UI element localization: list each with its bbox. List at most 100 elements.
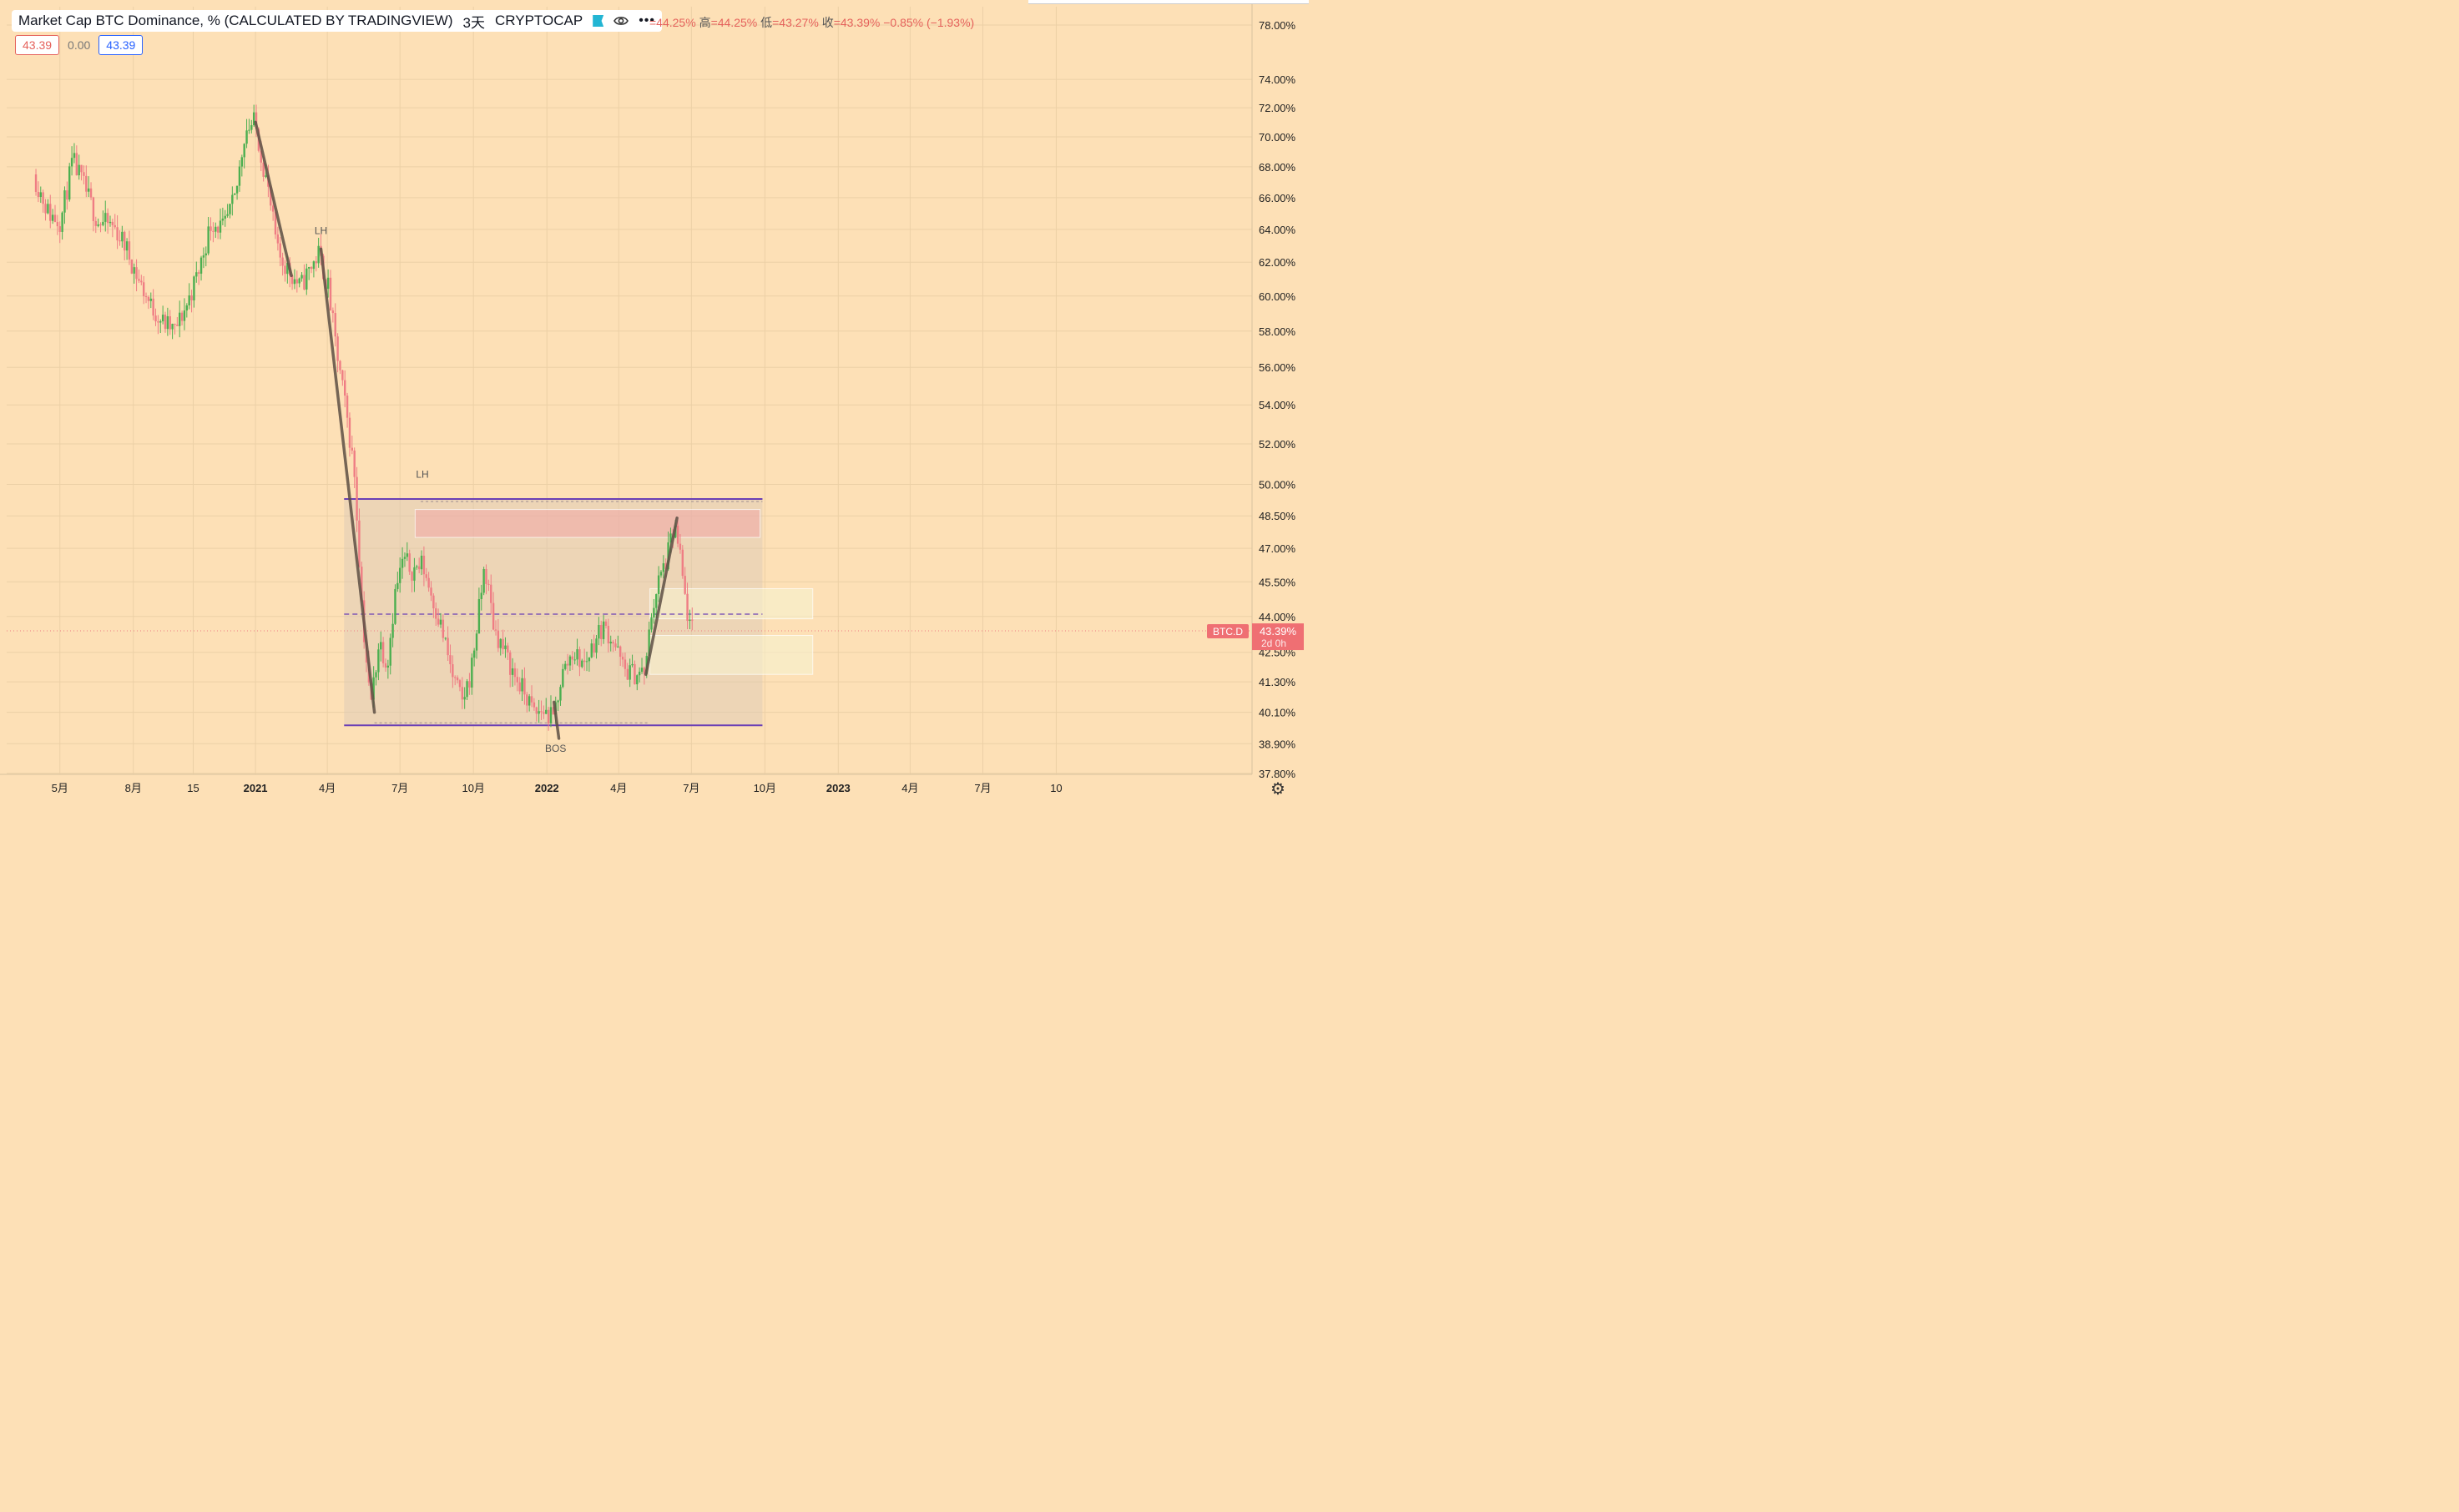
candle-body — [281, 257, 284, 266]
candle-body — [51, 214, 54, 221]
x-tick-label: 10月 — [462, 782, 484, 794]
more-icon[interactable]: ••• — [639, 13, 655, 28]
symbol-title[interactable]: Market Cap BTC Dominance, % (CALCULATED … — [18, 13, 453, 28]
candle-body — [472, 650, 476, 658]
candle-body — [161, 315, 164, 322]
candle-body — [504, 645, 507, 649]
candle-body — [215, 226, 217, 232]
candle-body — [526, 694, 528, 706]
y-tick-label: 58.00% — [1259, 325, 1296, 338]
candle-body — [159, 321, 162, 323]
candle-body — [648, 629, 650, 657]
y-tick-label: 41.30% — [1259, 676, 1296, 688]
legend-box[interactable]: Market Cap BTC Dominance, % (CALCULATED … — [12, 10, 662, 32]
candle-body — [346, 396, 349, 418]
candle-body — [305, 268, 308, 290]
candle-body — [68, 166, 71, 200]
candle-body — [260, 150, 262, 163]
candle-body — [144, 296, 148, 298]
candle-body — [427, 577, 430, 588]
x-tick-label: 2022 — [535, 782, 559, 794]
trend-line — [644, 517, 679, 676]
candle-body — [99, 224, 102, 225]
candle-body — [171, 324, 174, 330]
candle-body — [152, 298, 154, 316]
time-axis — [0, 774, 1309, 804]
candle-body — [248, 129, 250, 131]
candle-body — [238, 166, 241, 186]
candle-body — [114, 224, 116, 228]
y-tick-label: 66.00% — [1259, 192, 1296, 204]
candle-body — [598, 625, 600, 639]
candle-body — [624, 659, 627, 669]
candle-body — [571, 656, 574, 660]
flag-icon[interactable] — [593, 15, 604, 27]
candle-body — [329, 277, 332, 311]
candle-body — [585, 661, 588, 663]
candle-body — [154, 315, 157, 322]
y-tick-label: 54.00% — [1259, 399, 1296, 411]
candle-body — [265, 175, 267, 177]
candle-body — [437, 618, 440, 625]
x-tick-label: 5月 — [52, 782, 68, 794]
interval-label[interactable]: 3天 — [462, 14, 485, 31]
last-price-label: 43.39% — [1260, 625, 1297, 638]
candle-body — [284, 265, 286, 275]
candle-body — [401, 558, 404, 568]
candle-body — [286, 263, 289, 275]
candle-body — [547, 709, 550, 723]
candle-body — [180, 312, 184, 321]
candle-body — [538, 711, 540, 714]
y-tick-label: 56.00% — [1259, 361, 1296, 374]
chart-canvas[interactable]: LH LH BOS 78.00% 74.00% 72.00% 70.00% 68.00% 66.… — [0, 0, 1309, 804]
y-tick-label: 60.00% — [1259, 290, 1296, 303]
candle-body — [147, 296, 150, 301]
candle-body — [97, 224, 99, 226]
gear-icon[interactable]: ⚙ — [1270, 780, 1285, 799]
candle-body — [356, 476, 358, 521]
exchange-label: CRYPTOCAP — [495, 13, 583, 28]
candle-body — [42, 192, 44, 204]
annotation-label: LH — [315, 224, 327, 236]
candle-body — [466, 681, 468, 698]
y-tick-label: 72.00% — [1259, 102, 1296, 114]
candle-body — [219, 220, 222, 233]
candle-body — [66, 190, 68, 200]
candle-body — [629, 665, 631, 680]
candle-body — [83, 172, 85, 176]
candle-body — [380, 642, 382, 650]
candle-body — [588, 657, 591, 662]
y-tick-label: 52.00% — [1259, 438, 1296, 451]
candle-body — [252, 112, 255, 126]
eye-icon[interactable] — [613, 13, 629, 28]
candle-body — [73, 153, 76, 159]
candle-body — [384, 663, 387, 668]
low-value: =43.27% — [772, 16, 819, 29]
candle-body — [270, 186, 272, 206]
candle-body — [116, 227, 119, 241]
candle-body — [142, 282, 145, 297]
candle-body — [403, 557, 406, 559]
candle-body — [381, 642, 385, 663]
candle-body — [568, 656, 572, 666]
candle-body — [617, 646, 619, 648]
candle-body — [559, 687, 562, 701]
candle-body — [245, 130, 248, 144]
candle-body — [234, 193, 236, 195]
candle-body — [449, 655, 452, 665]
candle-body — [583, 660, 586, 663]
x-tick-label: 4月 — [610, 782, 627, 794]
candle-body — [669, 533, 672, 542]
candle-body — [626, 668, 629, 680]
symbol-tag-label: BTC.D — [1213, 626, 1243, 638]
x-tick-label: 8月 — [125, 782, 142, 794]
candle-body — [176, 325, 179, 326]
candle-body — [590, 643, 593, 658]
candle-body — [417, 566, 421, 570]
y-tick-label: 44.00% — [1259, 611, 1296, 623]
candle-body — [75, 153, 78, 176]
candle-body — [303, 275, 305, 290]
candle-body — [549, 707, 553, 723]
candle-body — [44, 204, 47, 214]
candle-body — [607, 625, 610, 644]
